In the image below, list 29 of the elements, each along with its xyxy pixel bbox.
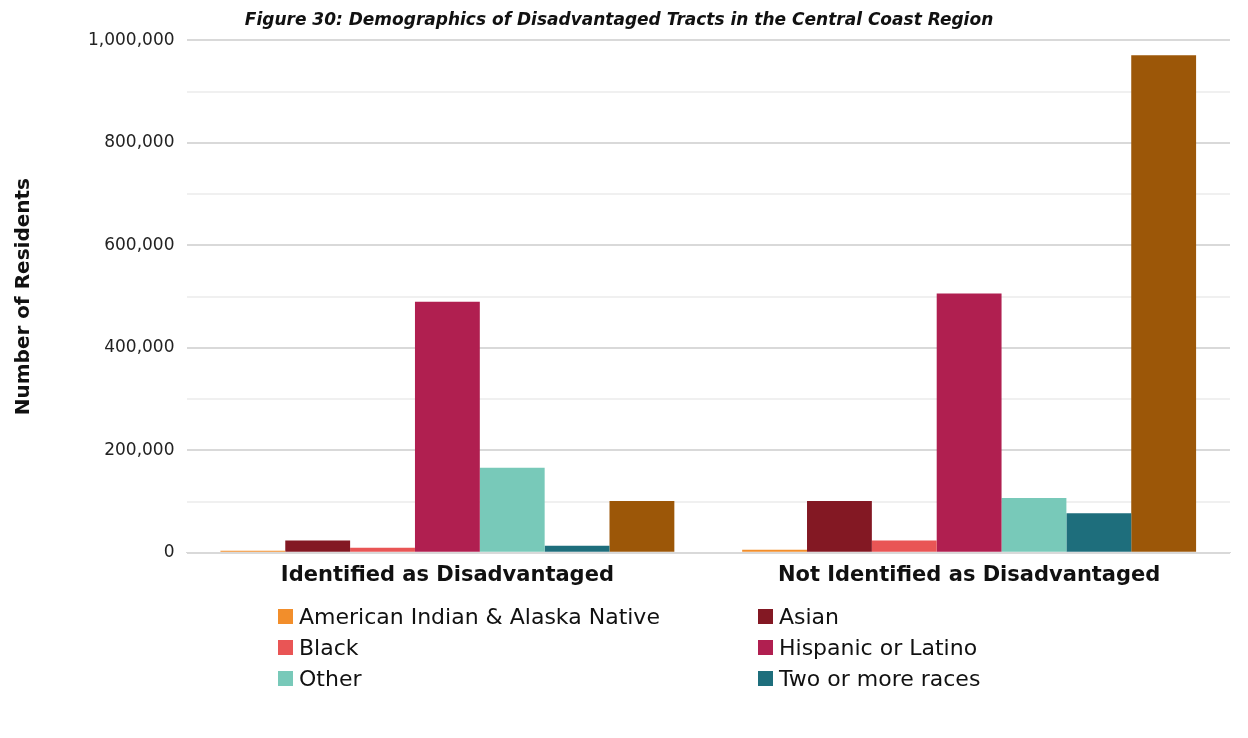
bar	[742, 549, 808, 552]
bar	[544, 545, 610, 552]
bar	[1131, 55, 1197, 552]
legend-label: Other	[299, 666, 362, 691]
bar	[871, 540, 937, 552]
bar	[936, 293, 1002, 552]
bar	[807, 501, 872, 552]
x-tick-label: Not Identified as Disadvantaged	[777, 561, 1161, 586]
bar	[285, 540, 351, 552]
y-tick-label: 0	[163, 541, 175, 562]
x-tick-label: Identified as Disadvantaged	[280, 561, 614, 586]
y-tick-label: 800,000	[104, 131, 175, 152]
bar	[414, 301, 480, 552]
y-tick-label: 1,000,000	[87, 28, 175, 49]
bar	[609, 501, 675, 552]
y-tick-label: 600,000	[104, 233, 175, 254]
bar	[479, 467, 545, 552]
bar	[1001, 497, 1067, 552]
chart-title: Figure 30: Demographics of Disadvantaged Tracts in the Central Coast Region	[244, 8, 994, 29]
bar	[350, 547, 415, 552]
legend-label: Hispanic or Latino	[779, 635, 978, 660]
bar	[1066, 513, 1132, 552]
legend-label: Two or more races	[779, 666, 981, 691]
y-axis-title: Number of Residents	[10, 177, 35, 416]
legend-label: American Indian & Alaska Native	[299, 604, 660, 629]
legend-label: Asian	[779, 604, 840, 629]
y-tick-label: 400,000	[104, 336, 175, 357]
y-tick-label: 200,000	[104, 438, 175, 459]
legend-label: Black	[299, 635, 359, 660]
